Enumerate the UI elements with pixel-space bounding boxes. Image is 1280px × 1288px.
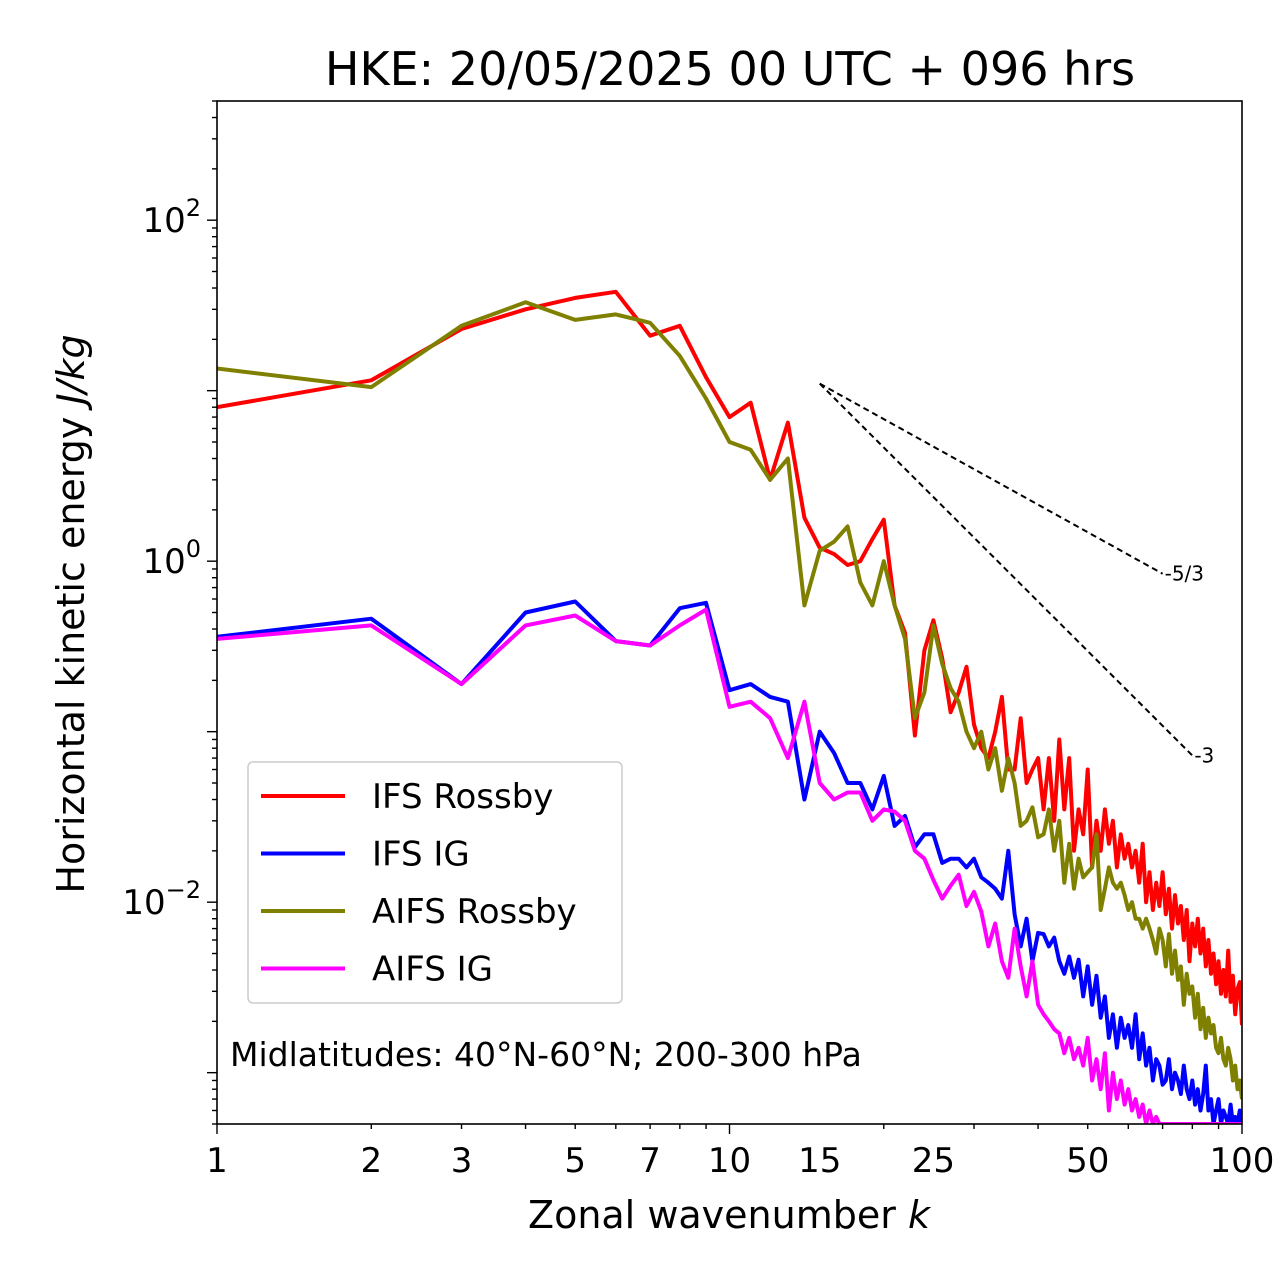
x-tick-label: 5: [564, 1141, 586, 1181]
reference-slopes: -5/3 -3: [819, 382, 1214, 767]
legend-label-ifs-rossby: IFS Rossby: [372, 777, 553, 817]
legend-label-aifs-ig: AIFS IG: [372, 950, 493, 990]
region-annotation: Midlatitudes: 40°N-60°N; 200-300 hPa: [230, 1035, 862, 1074]
y-axis-ticks: 102 100 10−2: [122, 100, 217, 1125]
slope-line-1: [819, 382, 1164, 575]
x-axis-ticks: 1 2 3 5 7 10 15 25 50 100: [206, 1124, 1274, 1181]
x-tick-label: 25: [912, 1141, 955, 1181]
x-axis-label: Zonal wavenumber k: [528, 1193, 932, 1237]
series-line-aifs-rossby: [217, 300, 1242, 1100]
x-axis-label-symbol: k: [908, 1193, 932, 1237]
legend-box: [247, 761, 623, 1004]
x-tick-label: 7: [639, 1141, 661, 1181]
series-line-ifs-ig: [217, 599, 1242, 1124]
series-layer: [217, 289, 1242, 1124]
legend-label-aifs-rossby: AIFS Rossby: [372, 892, 577, 932]
chart-title: HKE: 20/05/2025 00 UTC + 096 hrs: [325, 42, 1135, 96]
x-tick-label: 100: [1210, 1141, 1275, 1181]
slope-label-1: -5/3: [1165, 562, 1204, 586]
x-tick-label: 2: [360, 1141, 382, 1181]
x-tick-label: 1: [206, 1141, 228, 1181]
x-tick-label: 15: [798, 1141, 841, 1181]
series-line-aifs-ig: [217, 607, 1242, 1124]
slope-label-2: -3: [1194, 743, 1214, 767]
x-tick-label: 50: [1066, 1141, 1109, 1181]
y-axis-label: Horizontal kinetic energy J/kg: [49, 334, 93, 893]
x-tick-label: 3: [451, 1141, 473, 1181]
y-tick-label: 100: [142, 535, 201, 582]
y-axis-label-unit: J/kg: [49, 334, 93, 411]
y-tick-label: 10−2: [122, 876, 201, 923]
y-axis-label-text: Horizontal kinetic energy: [49, 417, 93, 894]
x-axis-label-text: Zonal wavenumber: [528, 1193, 896, 1237]
legend: IFS Rossby IFS IG AIFS Rossby AIFS IG: [247, 761, 623, 1004]
x-tick-label: 10: [708, 1141, 751, 1181]
legend-label-ifs-ig: IFS IG: [372, 835, 470, 875]
y-tick-label: 102: [142, 194, 201, 241]
slope-line-2: [819, 382, 1194, 757]
